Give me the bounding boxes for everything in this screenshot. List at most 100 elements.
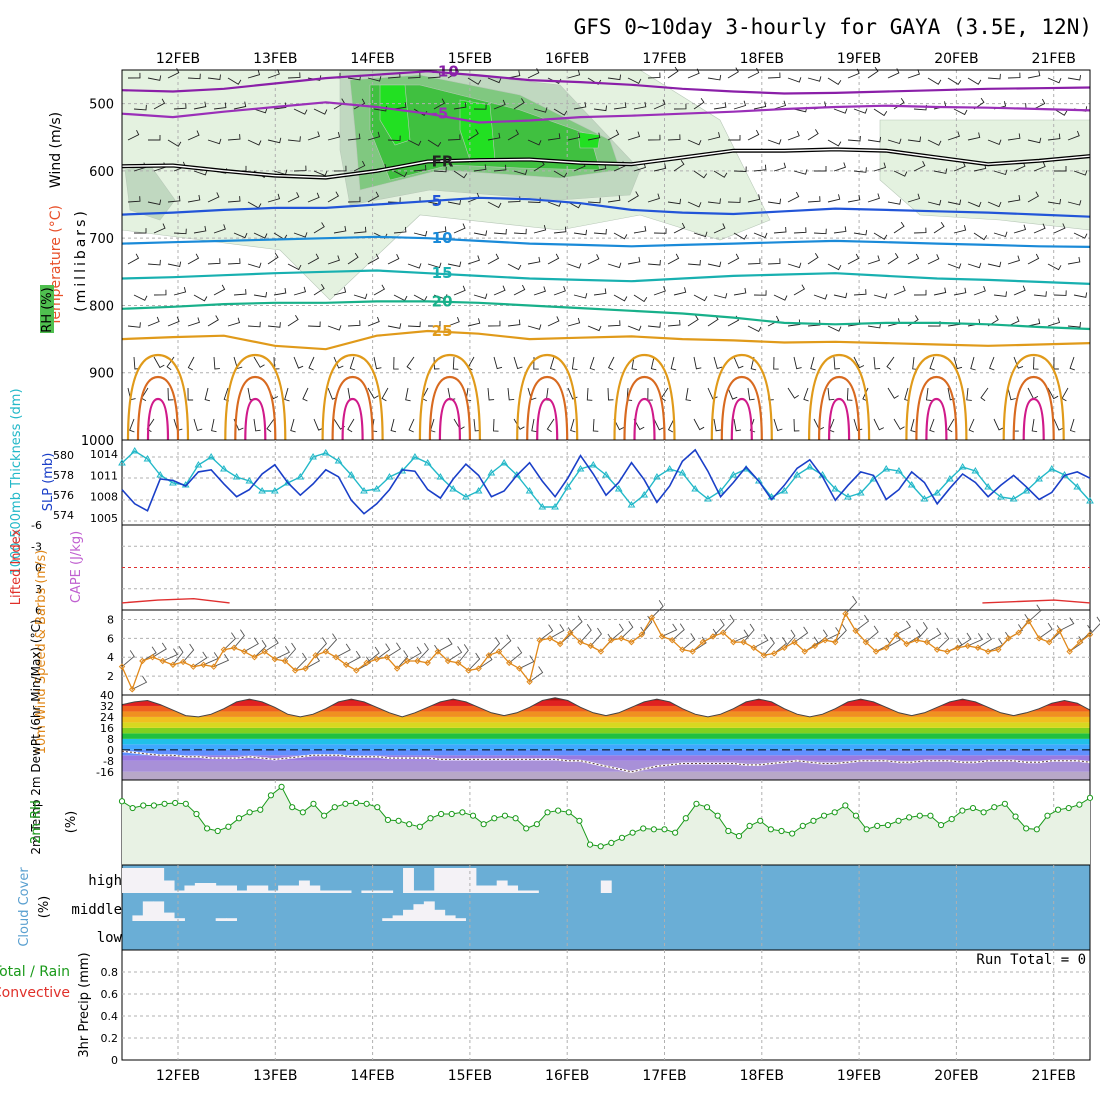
wind-barb	[803, 387, 809, 402]
rh2m-point	[1086, 794, 1094, 801]
wind-barb	[1033, 291, 1047, 297]
cloud-level-low: low	[97, 930, 123, 946]
wind-barb	[727, 197, 741, 203]
wind-barb	[147, 75, 162, 81]
wind-barb	[947, 263, 962, 269]
wind10m-point	[312, 652, 319, 659]
wind-barb	[546, 418, 555, 433]
wind-barb	[573, 101, 587, 110]
wind10m-point	[740, 638, 747, 646]
wind10m-barb	[447, 646, 463, 662]
wind-barb	[713, 102, 727, 110]
wind-barb	[1047, 263, 1062, 271]
wind-barb	[747, 258, 761, 265]
wind-barb	[607, 74, 622, 81]
chart-title: GFS 0~10day 3-hourly for GAYA (3.5E, 12N…	[574, 15, 1092, 39]
wind10m-barb	[366, 646, 380, 664]
rh2m-point	[874, 822, 881, 830]
wind10m-barb	[294, 652, 307, 671]
wind-barb	[733, 232, 748, 240]
wind-barb	[1007, 387, 1016, 401]
wind10m-point	[658, 633, 666, 640]
wind-barb	[207, 258, 221, 265]
x-tick-top-17FEB: 17FEB	[642, 51, 686, 67]
thickness-point	[831, 485, 840, 492]
wind-barb	[833, 108, 848, 114]
wind-barb	[693, 356, 702, 370]
boundary-isotherm	[516, 353, 579, 441]
wind10m-point	[393, 665, 401, 672]
wind-barb	[406, 356, 415, 371]
x-tick-top-14FEB: 14FEB	[350, 51, 394, 67]
wind-barb	[493, 356, 503, 370]
wind-barb	[367, 253, 380, 265]
wind-barb	[627, 325, 642, 331]
wind10m-point	[536, 637, 543, 644]
wind-barb	[707, 261, 722, 268]
temp-tick-0: 0	[107, 744, 114, 757]
wind-barb	[693, 97, 705, 110]
rh2m-point	[140, 802, 147, 809]
wind-barb	[607, 129, 620, 141]
wind-barb	[707, 132, 721, 141]
wind-barb	[973, 286, 986, 296]
wind10m-point	[373, 655, 380, 663]
cloud-high-bar	[194, 883, 206, 893]
thickness-point	[933, 489, 942, 496]
rh2m-point	[416, 823, 423, 830]
wind10m-point	[526, 678, 533, 685]
wind10m-barb	[651, 600, 664, 618]
cloud-high-bar	[236, 890, 248, 893]
wind-barb	[227, 317, 241, 327]
wind-barb	[647, 134, 661, 141]
isotherm-label--5: -5	[432, 105, 449, 123]
x-tick-top-13FEB: 13FEB	[253, 51, 297, 67]
x-tick-bottom-17FEB: 17FEB	[642, 1068, 686, 1084]
wind-barb	[447, 199, 462, 205]
wind10m-point	[913, 637, 920, 644]
lifted-index-panel: -6 -3 0 3 6 Lifted Index CAPE (J/kg)	[9, 519, 1091, 617]
wind-barb	[507, 263, 522, 271]
thickness-point	[334, 457, 343, 464]
x-tick-top-18FEB: 18FEB	[740, 51, 784, 67]
temp-tick--16: -16	[96, 766, 114, 779]
wind-tick-6: 6	[107, 632, 114, 645]
wind-barb	[1069, 418, 1076, 433]
wind-barb	[393, 170, 408, 178]
wind-barb	[307, 253, 320, 265]
rh2m-point	[161, 800, 168, 807]
wind-barb	[987, 201, 1002, 208]
wind-barb	[673, 287, 687, 296]
wind-barb	[127, 130, 140, 141]
wind-barb	[227, 77, 242, 85]
cloud-high-bar	[122, 868, 133, 893]
wind10m-point	[159, 657, 166, 665]
wind-barb	[129, 418, 135, 433]
wind-barb	[487, 77, 502, 84]
wind-barb	[673, 159, 685, 172]
rh2m-point	[565, 809, 572, 816]
wind-barb	[408, 418, 415, 433]
wind-barb	[553, 286, 566, 296]
wind-barb	[1013, 285, 1026, 296]
wind-barb	[887, 199, 902, 205]
cloud-high-bar	[371, 890, 383, 893]
thickness-point	[627, 501, 636, 508]
wind-barb	[753, 164, 767, 172]
wind-barb	[827, 387, 835, 401]
wind-barb	[373, 284, 386, 296]
wind-barb	[452, 356, 459, 370]
wind-barb	[910, 418, 916, 433]
wind10m-point	[923, 638, 931, 646]
wind-barb	[887, 387, 899, 399]
wind10m-point	[750, 644, 757, 651]
rh2m-point	[523, 825, 530, 832]
wind-barb	[953, 161, 966, 172]
wind-barb	[793, 284, 806, 296]
wind10m-point	[587, 642, 594, 650]
rh2m-point	[257, 806, 264, 813]
isotherms: -10 -5 FR 5 10 15 20 25	[121, 62, 1091, 441]
boundary-isotherm	[613, 353, 676, 441]
wind-barb	[207, 74, 221, 81]
